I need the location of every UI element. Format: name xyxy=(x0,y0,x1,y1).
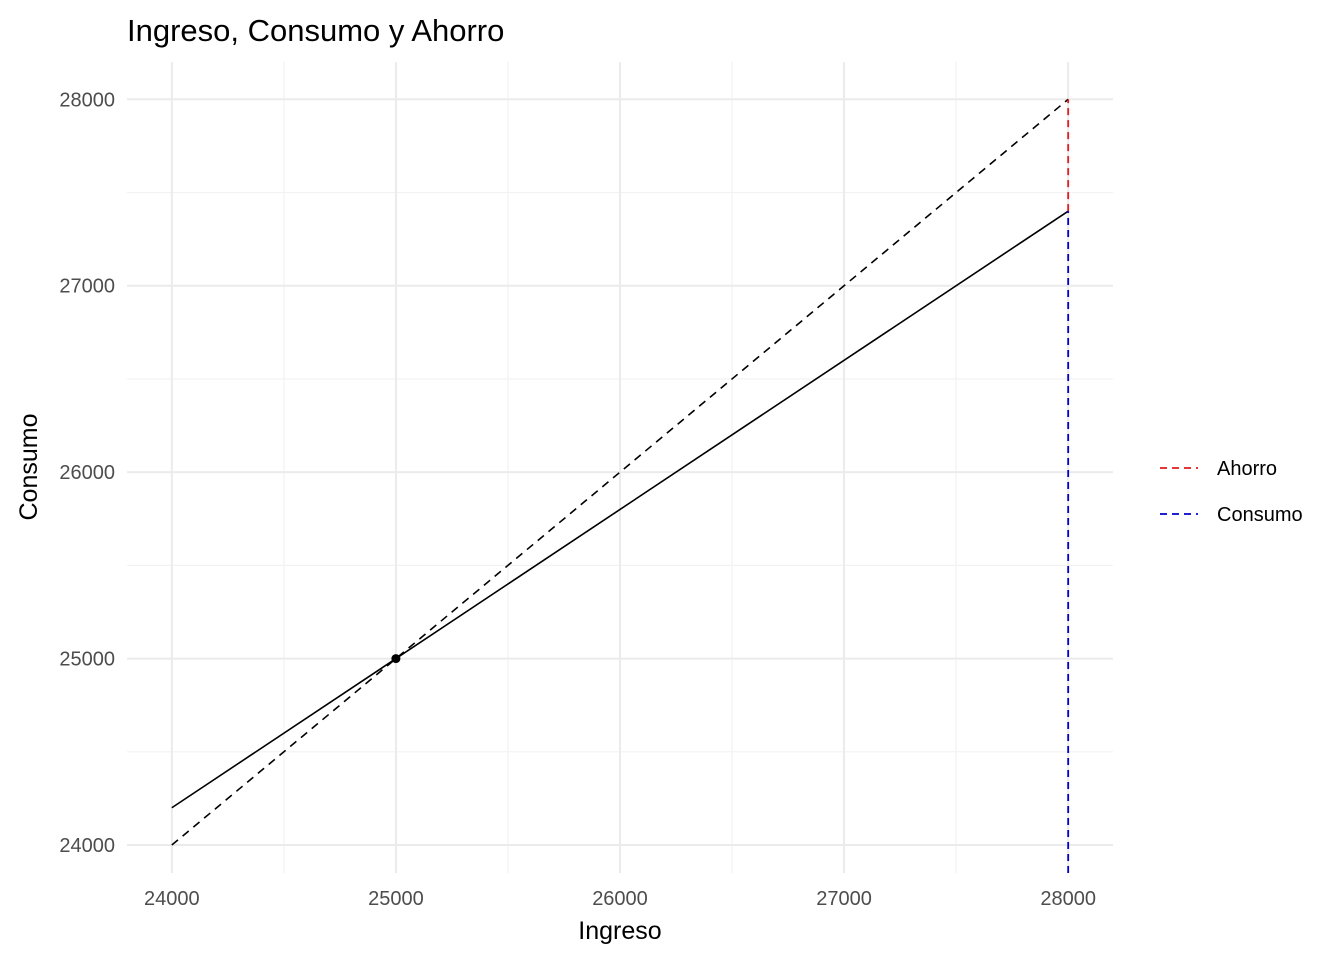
y-tick-label: 26000 xyxy=(59,462,115,484)
grid xyxy=(127,62,1113,873)
y-tick-label: 25000 xyxy=(59,649,115,671)
legend: Ahorro Consumo xyxy=(1160,458,1303,526)
axis-ticks: 24000 25000 26000 27000 28000 24000 25000 26000… xyxy=(59,89,1096,910)
reference-line-dashed xyxy=(171,98,1069,846)
x-tick-label: 26000 xyxy=(592,888,648,910)
x-tick-label: 24000 xyxy=(144,888,200,910)
x-tick-label: 27000 xyxy=(816,888,872,910)
chart-title: Ingreso, Consumo y Ahorro xyxy=(127,13,504,48)
data-point xyxy=(391,654,401,664)
y-tick-label: 27000 xyxy=(59,276,115,298)
legend-label-ahorro: Ahorro xyxy=(1217,458,1277,480)
consumption-line xyxy=(171,210,1069,809)
x-axis-title: Ingreso xyxy=(578,917,661,945)
y-tick-label: 24000 xyxy=(59,835,115,857)
y-axis-title: Consumo xyxy=(15,414,43,521)
plot-marks xyxy=(171,98,1070,873)
x-tick-label: 25000 xyxy=(368,888,424,910)
legend-label-consumo: Consumo xyxy=(1217,504,1303,526)
y-tick-label: 28000 xyxy=(59,89,115,111)
x-tick-label: 28000 xyxy=(1040,888,1096,910)
